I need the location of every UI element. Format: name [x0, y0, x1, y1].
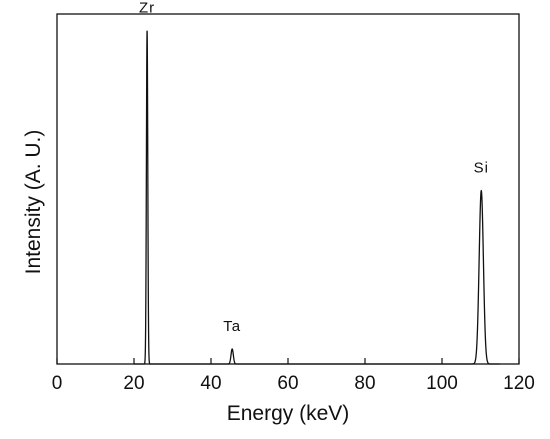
x-tick-label-20: 20 — [123, 373, 144, 394]
x-axis-title: Energy (keV) — [227, 402, 350, 425]
x-axis-tick-labels: 0 20 40 60 80 100 120 — [52, 373, 535, 394]
y-axis-title: Intensity (A. U.) — [22, 130, 45, 275]
x-tick-label-60: 60 — [277, 373, 298, 394]
plot-frame — [56, 13, 520, 365]
x-tick-label-100: 100 — [426, 373, 458, 394]
peak-labels: Zr Ta Si — [139, 0, 489, 335]
x-tick-label-40: 40 — [200, 373, 221, 394]
x-axis-ticks — [56, 358, 520, 364]
x-tick-label-80: 80 — [354, 373, 375, 394]
x-tick-label-120: 120 — [503, 373, 535, 394]
peak-label-si: Si — [474, 160, 489, 177]
x-tick-label-0: 0 — [52, 373, 63, 394]
peak-label-ta: Ta — [223, 318, 241, 335]
peak-label-zr: Zr — [139, 0, 155, 17]
spectrum-line — [134, 30, 500, 365]
